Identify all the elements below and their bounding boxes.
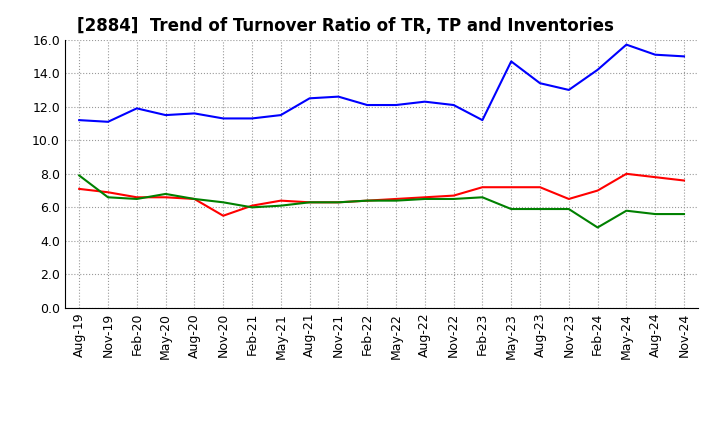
Trade Receivables <box>248 203 256 208</box>
Text: [2884]  Trend of Turnover Ratio of TR, TP and Inventories: [2884] Trend of Turnover Ratio of TR, TP… <box>78 17 614 35</box>
Inventories <box>449 196 458 202</box>
Trade Receivables <box>507 185 516 190</box>
Inventories <box>564 206 573 212</box>
Trade Receivables <box>161 194 170 200</box>
Trade Payables <box>276 113 285 118</box>
Inventories <box>420 196 429 202</box>
Inventories <box>334 200 343 205</box>
Trade Receivables <box>190 196 199 202</box>
Inventories <box>680 211 688 216</box>
Inventories <box>104 194 112 200</box>
Trade Receivables <box>536 185 544 190</box>
Trade Payables <box>334 94 343 99</box>
Trade Receivables <box>75 186 84 191</box>
Trade Payables <box>593 67 602 73</box>
Trade Receivables <box>478 185 487 190</box>
Inventories <box>392 198 400 203</box>
Trade Payables <box>449 103 458 108</box>
Trade Payables <box>392 103 400 108</box>
Trade Receivables <box>564 196 573 202</box>
Line: Trade Receivables: Trade Receivables <box>79 174 684 216</box>
Inventories <box>478 194 487 200</box>
Trade Payables <box>478 117 487 123</box>
Line: Trade Payables: Trade Payables <box>79 44 684 122</box>
Trade Receivables <box>276 198 285 203</box>
Inventories <box>75 173 84 178</box>
Trade Payables <box>190 111 199 116</box>
Line: Inventories: Inventories <box>79 176 684 227</box>
Trade Payables <box>651 52 660 57</box>
Trade Receivables <box>132 194 141 200</box>
Inventories <box>276 203 285 208</box>
Trade Receivables <box>622 171 631 176</box>
Trade Payables <box>363 103 372 108</box>
Trade Payables <box>248 116 256 121</box>
Trade Receivables <box>104 190 112 195</box>
Trade Payables <box>564 87 573 92</box>
Trade Payables <box>680 54 688 59</box>
Trade Receivables <box>593 188 602 193</box>
Trade Receivables <box>420 194 429 200</box>
Inventories <box>622 208 631 213</box>
Trade Payables <box>305 95 314 101</box>
Trade Receivables <box>680 178 688 183</box>
Trade Payables <box>420 99 429 104</box>
Inventories <box>305 200 314 205</box>
Inventories <box>651 211 660 216</box>
Trade Payables <box>219 116 228 121</box>
Inventories <box>161 191 170 197</box>
Inventories <box>593 225 602 230</box>
Inventories <box>248 205 256 210</box>
Trade Receivables <box>392 196 400 202</box>
Trade Payables <box>536 81 544 86</box>
Inventories <box>363 198 372 203</box>
Trade Payables <box>161 113 170 118</box>
Trade Payables <box>507 59 516 64</box>
Trade Payables <box>132 106 141 111</box>
Trade Receivables <box>449 193 458 198</box>
Trade Receivables <box>334 200 343 205</box>
Trade Payables <box>75 117 84 123</box>
Inventories <box>507 206 516 212</box>
Inventories <box>219 200 228 205</box>
Trade Receivables <box>219 213 228 218</box>
Trade Receivables <box>651 175 660 180</box>
Trade Payables <box>622 42 631 47</box>
Trade Receivables <box>305 200 314 205</box>
Trade Payables <box>104 119 112 125</box>
Inventories <box>536 206 544 212</box>
Inventories <box>132 196 141 202</box>
Trade Receivables <box>363 198 372 203</box>
Inventories <box>190 196 199 202</box>
